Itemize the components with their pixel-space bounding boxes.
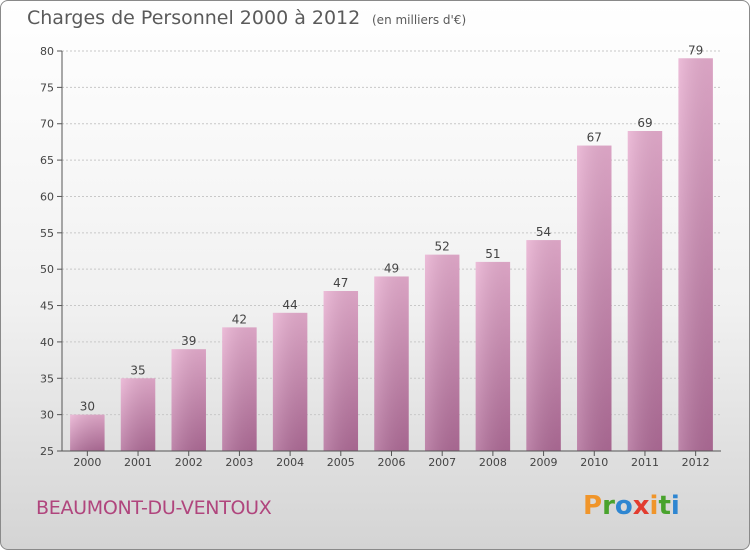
bars: 30 35 39 42 44 47 49 52 51 54 67 69 79 [70, 43, 713, 451]
bar-shade [424, 254, 460, 451]
bar-shade [526, 240, 561, 451]
data-label: 42 [232, 312, 247, 326]
x-tick-label: 2007 [428, 456, 456, 469]
x-tick-label: 2010 [580, 456, 608, 469]
bar-shade [678, 58, 713, 451]
x-tick-label: 2012 [682, 456, 710, 469]
bar-shade [627, 131, 663, 451]
x-tick-label: 2004 [276, 456, 304, 469]
chart-subtitle: (en milliers d'€) [372, 13, 467, 27]
y-tick-label: 25 [40, 445, 54, 458]
x-tick-label: 2001 [124, 456, 152, 469]
data-label: 69 [637, 116, 652, 130]
bar-shade [323, 291, 359, 451]
data-label: 39 [181, 334, 196, 348]
chart-title: Charges de Personnel 2000 à 2012 [27, 7, 361, 29]
y-tick-label: 75 [40, 81, 54, 94]
y-tick-label: 45 [40, 300, 54, 313]
y-tick-label: 70 [40, 118, 54, 131]
y-tick-label: 60 [40, 190, 54, 203]
y-tick-label: 40 [40, 336, 54, 349]
data-label: 79 [688, 43, 703, 57]
axes: 25 30 35 40 45 50 55 60 65 70 75 80 2000 2001 2002 2003… [40, 45, 721, 469]
logo-letter: i [670, 491, 680, 521]
data-label: 47 [333, 276, 348, 290]
x-tick-label: 2011 [631, 456, 659, 469]
data-label: 35 [130, 363, 145, 377]
data-label: 49 [384, 261, 399, 275]
bar-shade [577, 145, 612, 451]
y-tick-label: 80 [40, 45, 54, 58]
y-tick-label: 65 [40, 154, 54, 167]
logo-letter: r [602, 491, 615, 521]
x-tick-label: 2008 [479, 456, 507, 469]
commune-name: BEAUMONT-DU-VENTOUX [36, 497, 272, 519]
x-tick-label: 2003 [225, 456, 253, 469]
logo-letter: i [649, 491, 659, 521]
data-label: 67 [587, 131, 602, 145]
y-tick-label: 35 [40, 372, 54, 385]
data-label: 30 [80, 400, 95, 414]
logo-letter: x [632, 491, 650, 521]
logo-letter: P [583, 491, 603, 521]
x-tick-label: 2000 [73, 456, 101, 469]
logo-letter: o [614, 491, 633, 521]
bar-shade [475, 261, 511, 451]
bar-shade [222, 327, 257, 451]
bar-shade [374, 276, 409, 451]
y-tick-label: 50 [40, 263, 54, 276]
bar-shade [272, 312, 308, 451]
x-tick-label: 2002 [175, 456, 203, 469]
y-tick-label: 30 [40, 409, 54, 422]
data-label: 52 [435, 240, 450, 254]
data-label: 54 [536, 225, 551, 239]
x-tick-label: 2005 [327, 456, 355, 469]
x-tick-label: 2006 [378, 456, 406, 469]
proxiti-logo: Proxiti [583, 491, 680, 521]
logo-letter: t [658, 491, 671, 521]
data-label: 44 [282, 298, 297, 312]
bar-shade [120, 378, 156, 451]
x-tick-label: 2009 [530, 456, 558, 469]
bar-shade [70, 414, 105, 451]
bar-shade [171, 349, 206, 451]
data-label: 51 [485, 247, 500, 261]
y-tick-label: 55 [40, 227, 54, 240]
